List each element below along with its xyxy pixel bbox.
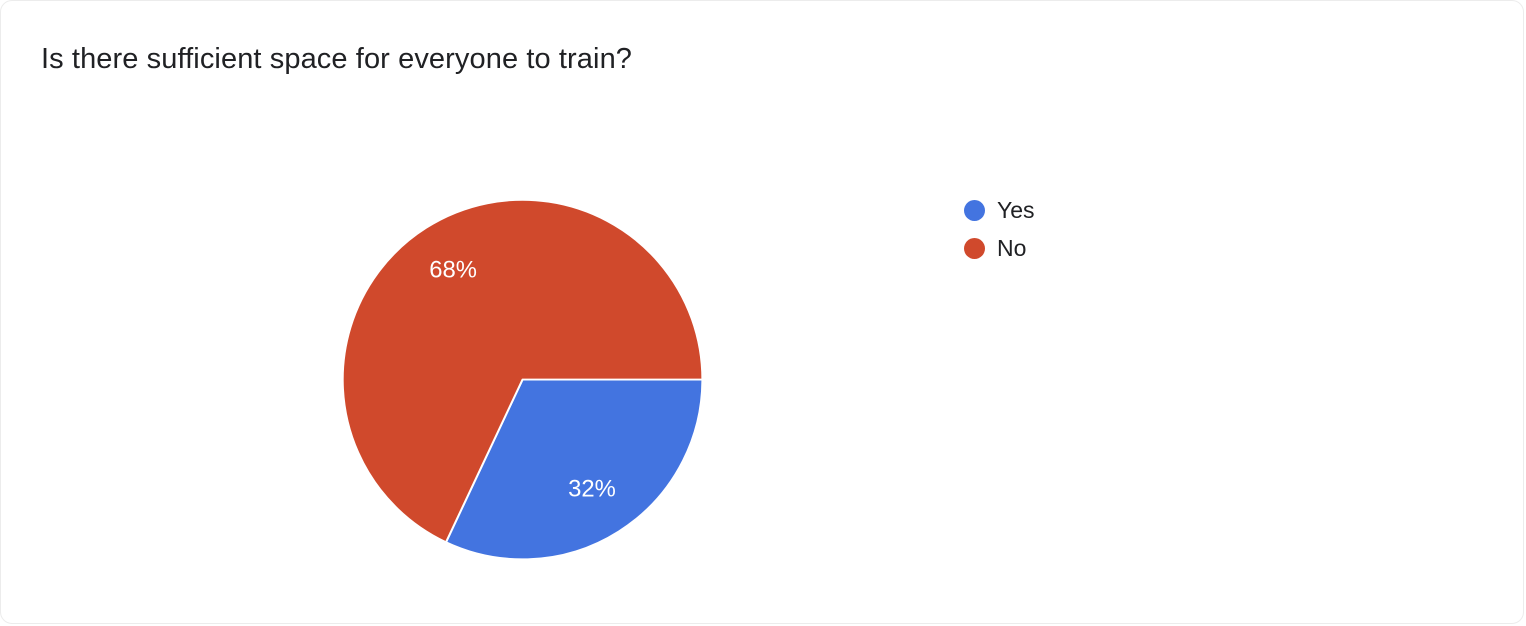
legend-label-yes: Yes	[997, 197, 1035, 223]
legend-color-dot-no	[964, 238, 985, 260]
pie-slice-no[interactable]	[341, 198, 704, 544]
chart-title: Is there sufficient space for everyone t…	[41, 43, 633, 75]
legend-item-yes: Yes	[964, 197, 1035, 223]
legend: Yes No	[964, 197, 1035, 262]
pie-slice-yes[interactable]	[444, 378, 704, 561]
legend-item-no: No	[964, 235, 1035, 262]
slice-percentage-label-yes: 32%	[568, 475, 616, 502]
legend-color-dot-yes	[964, 200, 985, 222]
legend-label-no: No	[997, 235, 1027, 262]
slice-percentage-label-no: 68%	[429, 257, 477, 284]
